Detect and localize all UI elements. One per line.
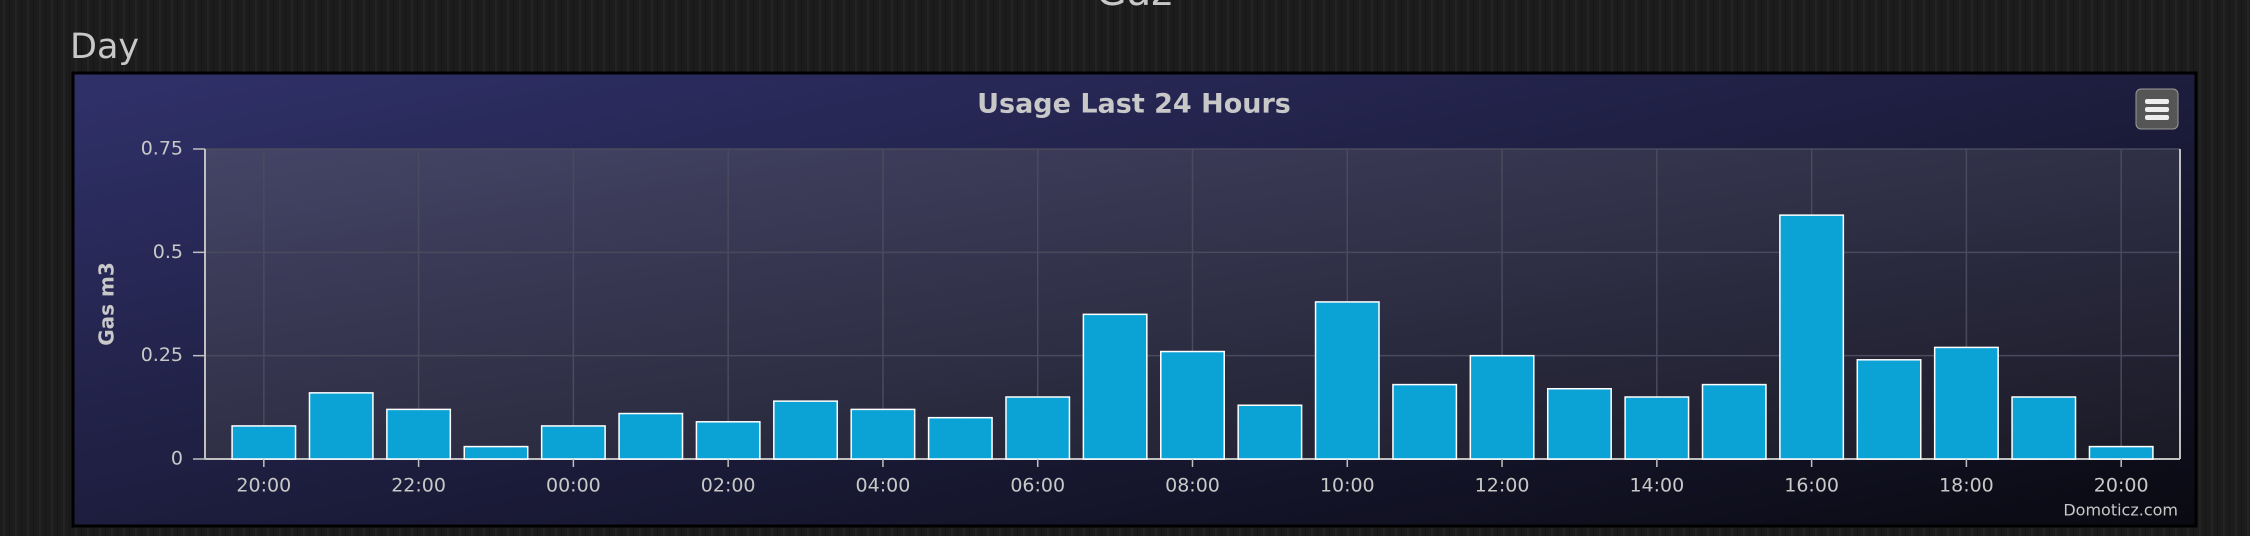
credits: Domoticz.com (2063, 501, 2178, 520)
bar (540, 425, 606, 460)
bar (850, 408, 916, 460)
bar (1469, 354, 1535, 460)
bar (1546, 387, 1612, 460)
bar (1160, 350, 1225, 460)
x-tick-label: 22:00 (391, 475, 446, 497)
x-tick-label: 16:00 (1784, 475, 1839, 497)
bar (1856, 359, 1922, 460)
menu-icon-line (2145, 99, 2169, 104)
bar (231, 425, 297, 460)
y-tick-label: 0.25 (141, 344, 183, 366)
menu-icon-line (2145, 115, 2169, 120)
x-tick-label: 12:00 (1475, 475, 1530, 497)
bar (1779, 214, 1845, 460)
bar (1392, 383, 1458, 460)
y-tick-label: 0 (171, 448, 183, 470)
bar (618, 412, 684, 460)
bar (695, 421, 761, 460)
bar (2088, 445, 2154, 460)
bar (1237, 404, 1303, 460)
menu-icon-line (2145, 107, 2169, 112)
bar (1314, 301, 1380, 460)
x-tick-label: 20:00 (236, 475, 291, 497)
bar (386, 408, 452, 460)
bar (1624, 396, 1690, 460)
bar (773, 400, 839, 460)
bar (1933, 346, 1999, 460)
bar (463, 445, 529, 460)
section-title: Day (70, 27, 139, 67)
y-tick-label: 0.75 (141, 138, 183, 160)
bar (308, 392, 374, 460)
x-tick-label: 00:00 (546, 475, 601, 497)
bar (1082, 313, 1148, 460)
y-axis-label: Gas m3 (95, 262, 119, 346)
x-tick-label: 02:00 (701, 475, 756, 497)
x-tick-label: 10:00 (1320, 475, 1375, 497)
menu-button[interactable] (2135, 88, 2179, 130)
y-tick-label: 0.5 (153, 241, 183, 263)
chart-title: Usage Last 24 Hours (977, 89, 1291, 120)
bar (1005, 396, 1071, 460)
x-tick-label: 18:00 (1939, 475, 1994, 497)
page-title: Gaz (1096, 0, 1173, 15)
x-tick-label: 14:00 (1629, 475, 1684, 497)
bar (927, 416, 993, 460)
x-tick-label: 04:00 (856, 475, 911, 497)
x-tick-label: 08:00 (1165, 475, 1220, 497)
x-tick-label: 20:00 (2094, 475, 2149, 497)
bar (1701, 383, 1767, 460)
x-tick-label: 06:00 (1010, 475, 1065, 497)
bar (2011, 396, 2077, 460)
